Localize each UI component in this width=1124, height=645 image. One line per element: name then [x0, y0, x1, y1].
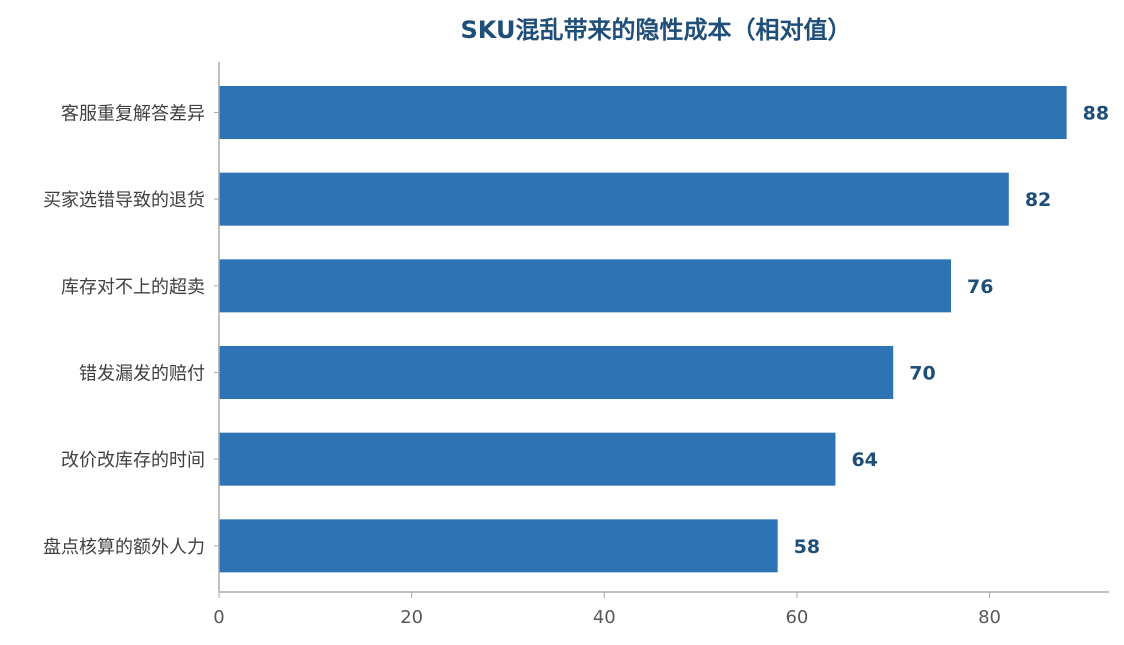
value-label: 88 [1083, 103, 1109, 125]
value-label: 70 [909, 363, 935, 385]
bar [219, 86, 1067, 139]
category-label: 买家选错导致的退货 [43, 190, 205, 211]
x-tick-label: 20 [400, 607, 423, 628]
value-label: 76 [967, 276, 993, 298]
value-label: 64 [851, 449, 877, 471]
category-label: 错发漏发的赔付 [79, 364, 205, 385]
category-label: 库存对不上的超卖 [61, 277, 205, 298]
bars-layer: 88 82 76 70 64 58 [219, 86, 1109, 573]
category-label: 盘点核算的额外人力 [43, 537, 205, 558]
bar [219, 432, 836, 486]
bar [219, 259, 952, 313]
category-label: 客服重复解答差异 [61, 104, 205, 125]
x-tick-label: 40 [593, 607, 616, 628]
bar [219, 519, 778, 573]
axes-layer: 客服重复解答差异买家选错导致的退货库存对不上的超卖错发漏发的赔付改价改库存的时间… [43, 62, 1109, 628]
value-label: 82 [1025, 189, 1051, 211]
bar [219, 346, 894, 399]
x-tick-label: 80 [978, 607, 1001, 628]
x-tick-label: 60 [785, 607, 808, 628]
chart-title: SKU混乱带来的隐性成本（相对值） [461, 16, 852, 44]
category-label: 改价改库存的时间 [61, 450, 205, 471]
value-label: 58 [794, 536, 820, 558]
bar [219, 172, 1009, 226]
x-tick-label: 0 [213, 607, 224, 628]
